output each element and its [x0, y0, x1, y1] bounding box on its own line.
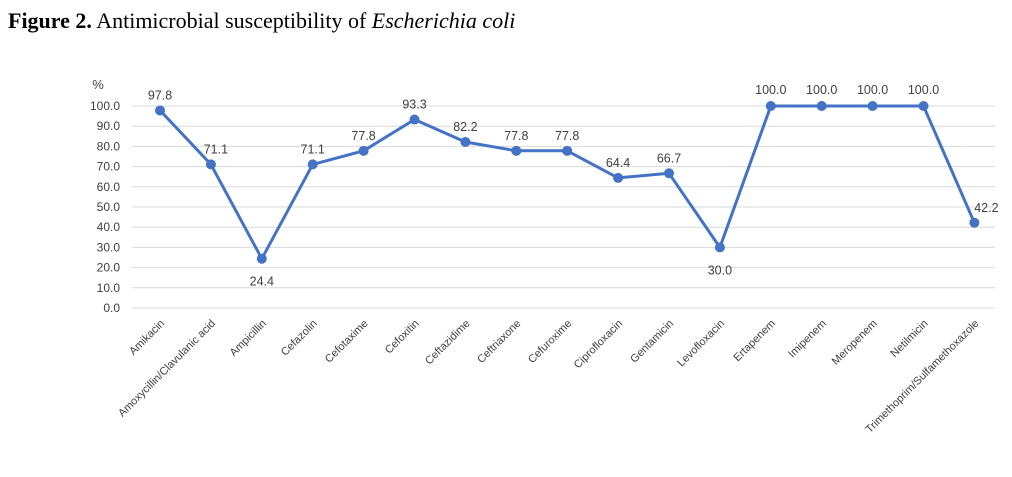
figure-title: Figure 2. Antimicrobial susceptibility o…: [8, 8, 515, 34]
data-label: 100.0: [806, 83, 837, 97]
data-label: 97.8: [148, 88, 172, 102]
data-label: 71.1: [204, 142, 228, 156]
x-category-label: Amikacin: [127, 318, 167, 358]
data-label: 77.8: [555, 129, 579, 143]
y-axis-label: %: [92, 77, 104, 92]
data-label: 71.1: [301, 142, 325, 156]
y-tick-label: 30.0: [97, 240, 121, 254]
grid-lines: [132, 105, 995, 309]
x-category-label: Cefoxitin: [383, 318, 422, 357]
data-point: [256, 253, 267, 264]
data-label: 82.2: [453, 120, 477, 134]
data-label: 100.0: [857, 83, 888, 97]
figure-title-text: Antimicrobial susceptibility of: [91, 8, 372, 33]
x-category-label: Trimethoprim/Sulfamethoxazole: [864, 318, 982, 436]
data-point: [664, 168, 674, 179]
data-point: [816, 101, 827, 111]
data-labels: 97.8 71.1 24.4 71.1 77.8 93.3 82.2 77.8 77.8 64.4…: [148, 83, 999, 289]
x-category-label: Amoxycillin/Clavulanic acid: [116, 318, 218, 420]
x-category-label: Ceftriaxone: [475, 318, 523, 366]
x-category-label: Ertapenem: [731, 318, 778, 365]
x-category-label: Meropenem: [830, 318, 880, 368]
x-category-label: Levofloxacin: [675, 318, 727, 370]
y-tick-label: 40.0: [97, 220, 121, 234]
data-point: [765, 101, 776, 111]
y-tick-label: 50.0: [97, 200, 121, 214]
x-category-label: Gentamicin: [628, 318, 676, 366]
x-category-label: Ceftazidime: [423, 318, 473, 368]
y-tick-label: 20.0: [97, 261, 121, 275]
x-category-label: Netilmicin: [888, 318, 930, 360]
y-tick-label: 100.0: [90, 99, 120, 113]
data-point: [613, 172, 624, 183]
data-label: 77.8: [351, 129, 375, 143]
y-tick-label: 80.0: [97, 139, 121, 153]
data-label: 30.0: [708, 263, 732, 277]
figure-label: Figure 2.: [8, 8, 92, 33]
data-point: [409, 114, 420, 125]
y-axis-ticks: 0.0 10.0 20.0 30.0 40.0 50.0 60.0 70.0 80.0 90.0 1…: [90, 99, 120, 315]
y-tick-label: 70.0: [97, 160, 121, 174]
data-label: 66.7: [657, 151, 681, 165]
data-point: [307, 159, 318, 170]
y-tick-label: 0.0: [103, 301, 120, 315]
x-category-label: Cefazolin: [279, 318, 320, 359]
data-label: 100.0: [755, 83, 786, 97]
data-points: [155, 101, 980, 264]
figure-title-organism: Escherichia coli: [371, 8, 516, 33]
data-label: 64.4: [606, 156, 630, 170]
data-label: 42.2: [974, 201, 998, 215]
y-tick-label: 10.0: [97, 281, 121, 295]
x-category-label: Ciprofloxacin: [572, 318, 625, 371]
data-point: [358, 145, 369, 156]
x-category-label: Imipenem: [786, 318, 829, 361]
data-point: [714, 242, 725, 253]
x-category-label: Ampicillin: [228, 318, 269, 359]
data-point: [205, 159, 216, 170]
y-tick-label: 60.0: [97, 180, 121, 194]
data-point: [867, 101, 878, 111]
data-point: [562, 145, 573, 156]
data-label: 77.8: [504, 129, 528, 143]
data-point: [969, 217, 980, 228]
x-category-label: Cefuroxime: [526, 318, 574, 366]
data-point: [155, 105, 165, 116]
data-label: 100.0: [908, 83, 939, 97]
data-label: 93.3: [402, 98, 426, 112]
data-point: [460, 136, 471, 147]
data-point: [918, 101, 929, 111]
data-label: 24.4: [250, 275, 274, 289]
data-point: [511, 145, 522, 156]
x-category-label: Cefotaxime: [323, 318, 371, 366]
y-tick-label: 90.0: [97, 119, 121, 133]
